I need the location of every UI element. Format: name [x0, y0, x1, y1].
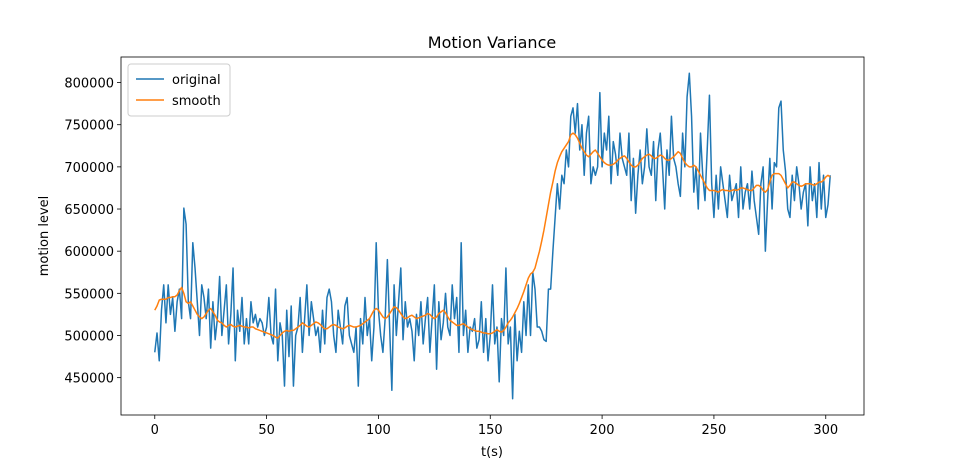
data-line — [154, 72, 831, 400]
legend: original smooth — [127, 63, 231, 117]
legend-label: original — [172, 73, 221, 88]
x-tick-label: 200 — [590, 423, 615, 438]
data-line — [154, 132, 831, 339]
x-tick-label: 0 — [151, 423, 159, 438]
x-tick-label: 150 — [478, 423, 503, 438]
y-tick-label: 700000 — [64, 161, 114, 176]
x-tick-label: 300 — [813, 423, 838, 438]
y-tick-label: 800000 — [64, 77, 114, 92]
y-tick-label: 600000 — [64, 245, 114, 260]
plot-frame — [120, 56, 865, 416]
y-tick-label: 450000 — [64, 372, 114, 387]
chart-title: Motion Variance — [428, 33, 556, 52]
x-tick-label: 250 — [702, 423, 727, 438]
legend-label: smooth — [172, 94, 221, 109]
y-tick-label: 750000 — [64, 119, 114, 134]
y-tick-label: 650000 — [64, 203, 114, 218]
y-tick-label: 550000 — [64, 287, 114, 302]
x-axis-label: t(s) — [481, 445, 503, 460]
x-tick-label: 50 — [258, 423, 275, 438]
x-tick-label: 100 — [366, 423, 391, 438]
y-axis-label: motion level — [37, 196, 52, 277]
y-tick-label: 500000 — [64, 329, 114, 344]
legend-box — [127, 63, 231, 117]
